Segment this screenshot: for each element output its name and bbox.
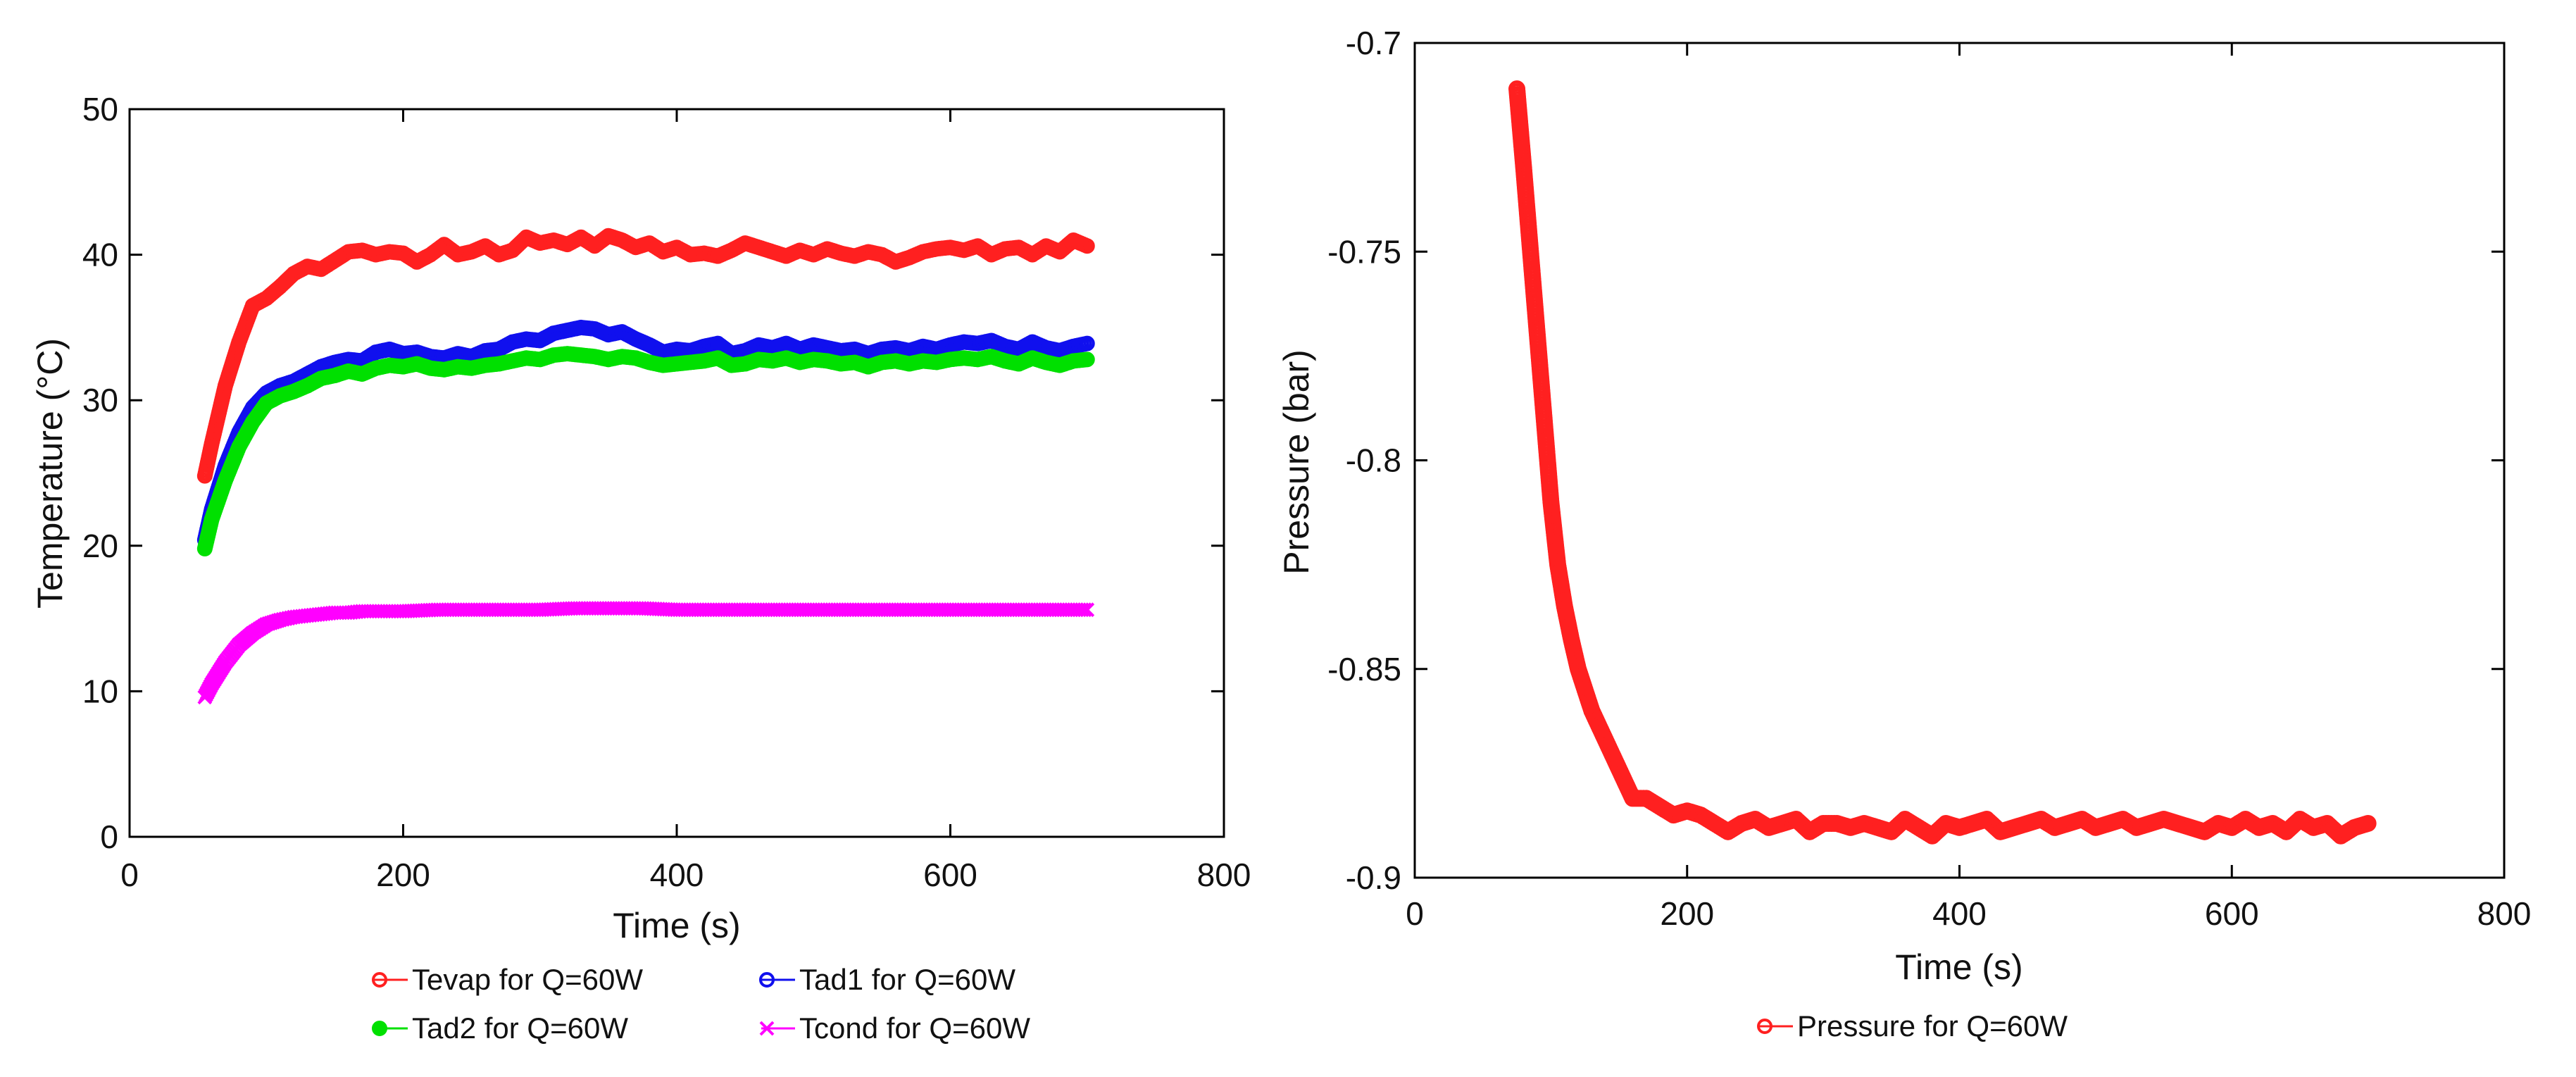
temperature-data-point	[1077, 602, 1092, 618]
pressure-legend-label: Pressure for Q=60W	[1797, 1009, 2068, 1042]
temperature-legend-label: Tevap for Q=60W	[412, 963, 643, 996]
temperature-legend-marker	[759, 972, 775, 988]
temperature-legend-marker	[372, 1021, 387, 1036]
temperature-series-tad2	[196, 346, 1095, 556]
temperature-y-tick-label: 10	[82, 673, 118, 709]
temperature-x-tick-label: 0	[120, 857, 139, 893]
pressure-legend-marker	[1757, 1019, 1772, 1034]
pressure-x-tick-label: 600	[2205, 895, 2259, 932]
pressure-x-tick-label: 800	[2477, 895, 2532, 932]
temperature-axis-ticks: 0 200 400 600 800 0 10 20 30 40 50	[82, 91, 1251, 893]
temperature-legend-label: Tad1 for Q=60W	[799, 963, 1015, 996]
pressure-chart: 0 200 400 600 800 -0.9 -0.85 -0.8 -0.75 -0.7 Time…	[1277, 25, 2531, 1042]
temperature-x-tick-label: 400	[650, 857, 704, 893]
temperature-series-tcond	[197, 601, 1095, 705]
temperature-legend-item: Tevap for Q=60W	[372, 963, 643, 996]
temperature-series-tevap	[196, 228, 1095, 484]
pressure-y-tick-label: -0.7	[1346, 25, 1401, 61]
temperature-y-tick-label: 30	[82, 382, 118, 418]
temperature-y-tick-label: 0	[100, 818, 118, 855]
temperature-legend-marker	[759, 1021, 775, 1036]
pressure-legend-item: Pressure for Q=60W	[1757, 1009, 2068, 1042]
pressure-data-point	[2359, 814, 2377, 832]
temperature-legend-item: Tad1 for Q=60W	[759, 963, 1015, 996]
temperature-legend-item: Tcond for Q=60W	[759, 1011, 1030, 1045]
temperature-x-axis-label: Time (s)	[613, 906, 740, 945]
pressure-y-axis-label: Pressure (bar)	[1277, 349, 1316, 575]
pressure-y-tick-label: -0.75	[1327, 233, 1401, 270]
temperature-legend: Tevap for Q=60W Tad1 for Q=60W Tad2 for Q=…	[372, 963, 1030, 1045]
pressure-y-tick-label: -0.8	[1346, 442, 1401, 479]
temperature-data-point	[1074, 602, 1089, 618]
pressure-x-tick-label: 400	[1932, 895, 1987, 932]
temperature-y-tick-label: 40	[82, 237, 118, 273]
pressure-legend: Pressure for Q=60W	[1757, 1009, 2068, 1042]
temperature-legend-label: Tcond for Q=60W	[799, 1011, 1030, 1045]
temperature-chart: 0 200 400 600 800 0 10 20 30 40 50 Time (s) Temper…	[30, 91, 1251, 1045]
pressure-axis-ticks: 0 200 400 600 800 -0.9 -0.85 -0.8 -0.75 -0.7	[1327, 25, 2531, 932]
temperature-data-point	[1079, 238, 1095, 254]
pressure-series-layer	[1508, 80, 2377, 845]
temperature-data-point	[1079, 335, 1095, 351]
pressure-series-pressure	[1508, 80, 2377, 845]
temperature-series-layer	[196, 228, 1095, 705]
temperature-legend-item: Tad2 for Q=60W	[372, 1011, 628, 1045]
temperature-x-tick-label: 800	[1197, 857, 1251, 893]
temperature-y-tick-label: 50	[82, 91, 118, 127]
pressure-x-tick-label: 0	[1406, 895, 1424, 932]
temperature-y-tick-label: 20	[82, 528, 118, 564]
pressure-y-tick-label: -0.9	[1346, 859, 1401, 896]
pressure-x-tick-label: 200	[1660, 895, 1714, 932]
temperature-x-tick-label: 200	[376, 857, 430, 893]
temperature-y-axis-label: Temperature (°C)	[30, 338, 70, 609]
temperature-legend-label: Tad2 for Q=60W	[412, 1011, 628, 1045]
temperature-data-point	[1080, 602, 1095, 618]
temperature-legend-marker	[372, 972, 387, 988]
pressure-y-tick-label: -0.85	[1327, 651, 1401, 687]
temperature-data-point	[1079, 351, 1095, 368]
temperature-x-tick-label: 600	[923, 857, 977, 893]
pressure-x-axis-label: Time (s)	[1895, 947, 2022, 987]
